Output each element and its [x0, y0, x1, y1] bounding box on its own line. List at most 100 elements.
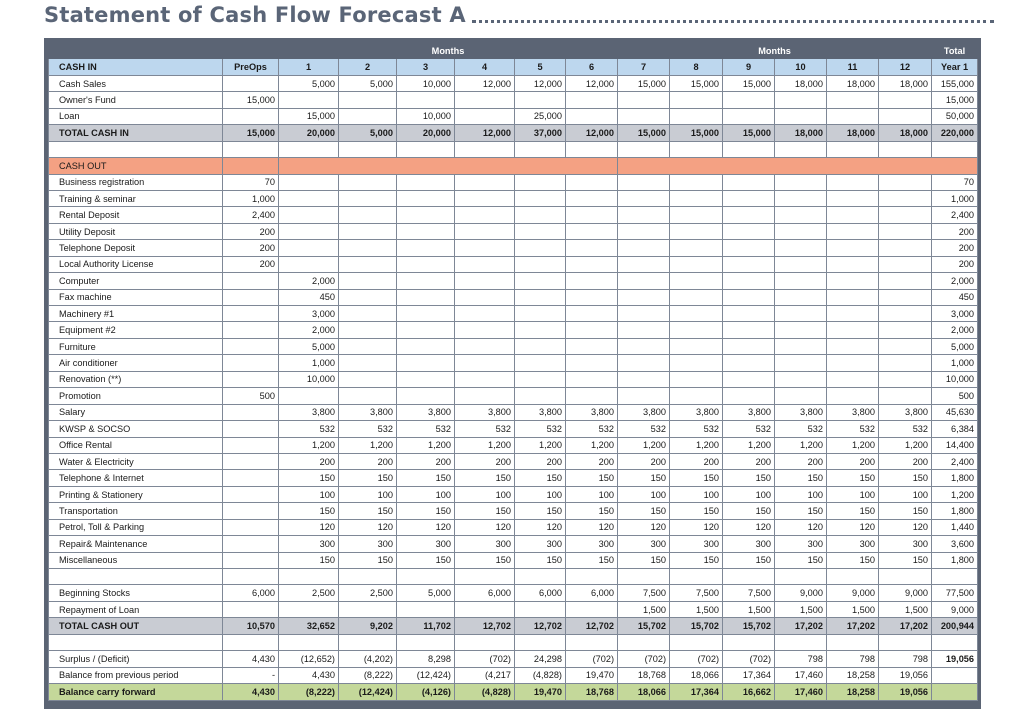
cell — [564, 337, 619, 356]
cell — [338, 206, 397, 224]
cell: 10,570 — [222, 617, 279, 635]
cell — [669, 387, 724, 405]
cell: 300 — [826, 535, 880, 553]
cell — [222, 354, 279, 372]
cell — [722, 387, 776, 405]
cell — [396, 387, 455, 405]
cell: 120 — [669, 518, 724, 537]
cell: 100 — [774, 485, 828, 504]
row-label: Surplus / (Deficit) — [48, 650, 223, 668]
cell: 12,000 — [514, 74, 566, 93]
cell: 1,500 — [617, 600, 671, 619]
cell: 150 — [564, 502, 619, 520]
cell: 3,800 — [722, 403, 776, 422]
cell — [878, 107, 933, 126]
cell — [338, 107, 397, 126]
cell — [514, 321, 566, 339]
cell — [878, 255, 933, 274]
cell — [222, 272, 279, 290]
cell — [514, 387, 566, 405]
cell — [277, 157, 619, 175]
cash-out-row: Telephone & Internet 150 150 150 150 150 150 15… — [48, 469, 979, 487]
cell — [617, 370, 671, 389]
cell — [617, 337, 671, 356]
cell: 2,000 — [278, 272, 339, 290]
cell: 18,000 — [774, 124, 828, 142]
cell — [878, 633, 933, 652]
cell: 1,200 — [454, 436, 515, 454]
cash-out-row: Local Authority License 200 200 — [48, 255, 979, 274]
cell: 3,800 — [826, 403, 880, 422]
spacer-row — [48, 633, 979, 652]
cell: 200 — [669, 452, 724, 471]
cell: 532 — [514, 420, 566, 438]
cell: 150 — [774, 502, 828, 520]
cell — [617, 189, 671, 208]
row-label: CASH OUT — [48, 157, 223, 175]
cell: 100 — [278, 485, 339, 504]
cell — [338, 354, 397, 372]
cell — [338, 272, 397, 290]
cell: 2,000 — [931, 321, 979, 339]
cell — [669, 567, 724, 586]
cell: 12,702 — [514, 617, 566, 635]
cell — [826, 107, 880, 126]
cell — [454, 288, 515, 307]
cell: 300 — [564, 535, 619, 553]
cell — [826, 370, 880, 389]
cell: 532 — [669, 420, 724, 438]
cell — [454, 337, 515, 356]
cell: 19,470 — [514, 683, 566, 701]
row-label: Repair& Maintenance — [48, 535, 223, 553]
cell: 100 — [669, 485, 724, 504]
cell — [617, 157, 979, 175]
cash-out-row: KWSP & SOCSO 532 532 532 532 532 532 532 532 532 5… — [48, 420, 979, 438]
cell — [222, 633, 279, 652]
cell: (4,828) — [454, 683, 515, 701]
cell: (702) — [617, 650, 671, 668]
cash-out-row: Machinery #1 3,000 3,000 — [48, 304, 979, 323]
cell: (4,217 — [454, 666, 515, 685]
cell: 150 — [774, 469, 828, 487]
row-label: Loan — [48, 107, 223, 126]
cell: 1,200 — [564, 436, 619, 454]
cash-out-row: Equipment #2 2,000 2,000 — [48, 321, 979, 339]
cell: 1,200 — [514, 436, 566, 454]
cash-out-row: Printing & Stationery 100 100 100 100 100 100 1… — [48, 485, 979, 504]
cash-out-row: Training & seminar 1,000 1,000 — [48, 189, 979, 208]
cell — [722, 173, 776, 191]
cell: 7,500 — [669, 584, 724, 602]
stock-row: Beginning Stocks 6,000 2,500 2,500 5,000 6,00… — [48, 584, 979, 602]
cell: 120 — [454, 518, 515, 537]
cell: 17,202 — [826, 617, 880, 635]
cell: 17,460 — [774, 683, 828, 701]
cell — [564, 354, 619, 372]
cell: 1,500 — [722, 600, 776, 619]
cell: 150 — [617, 502, 671, 520]
cell — [774, 189, 828, 208]
cell: 15,000 — [931, 91, 979, 109]
cell: 150 — [826, 469, 880, 487]
cell — [338, 600, 397, 619]
cash-in-row: Owner's Fund 15,000 15,000 — [48, 91, 979, 109]
cell: 100 — [396, 485, 455, 504]
cell: 18,000 — [826, 124, 880, 142]
cell: 1,500 — [878, 600, 933, 619]
cell — [669, 370, 724, 389]
cell: 4,430 — [222, 650, 279, 668]
cell: 17,460 — [774, 666, 828, 685]
cash-out-row: Office Rental 1,200 1,200 1,200 1,200 1,200 1,… — [48, 436, 979, 454]
cell — [564, 321, 619, 339]
cell: 150 — [338, 551, 397, 570]
cell: 100 — [826, 485, 880, 504]
cash-out-row: Air conditioner 1,000 1,000 — [48, 354, 979, 372]
cell — [338, 387, 397, 405]
cash-out-row: Furniture 5,000 5,000 — [48, 337, 979, 356]
cell: 37,000 — [514, 124, 566, 142]
cell — [564, 107, 619, 126]
total-cash-in-row: TOTAL CASH IN 15,000 20,000 5,000 20,000 12,0… — [48, 124, 979, 142]
cell — [514, 370, 566, 389]
cell: 100 — [722, 485, 776, 504]
cash-out-row: Fax machine 450 450 — [48, 288, 979, 307]
cell: 18,768 — [617, 666, 671, 685]
